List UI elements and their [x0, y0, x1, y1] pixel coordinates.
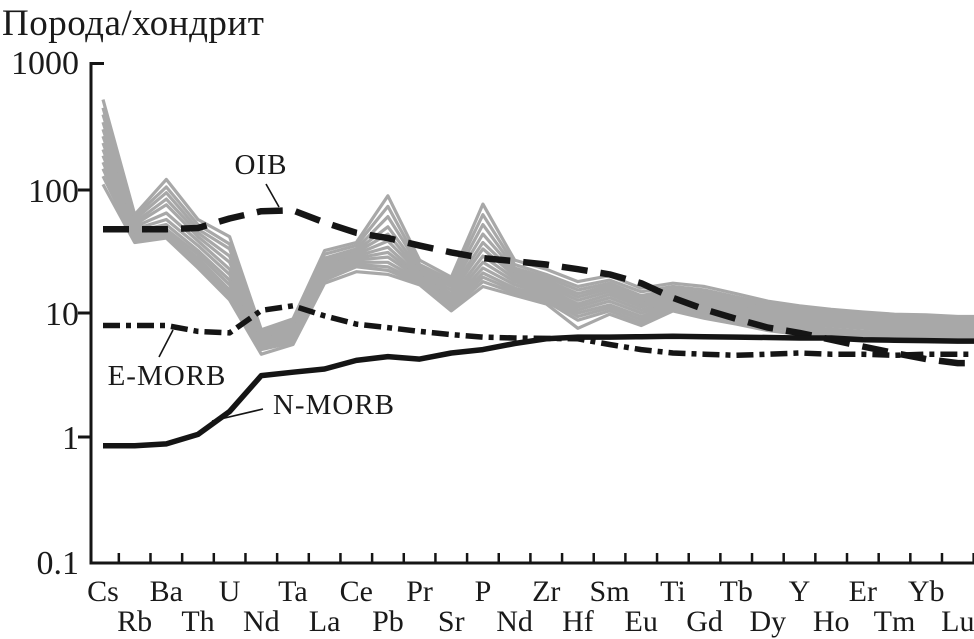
x-category-label: Hf [562, 605, 594, 638]
x-category-label: Cs [87, 575, 119, 608]
y-tick-label: 100 [28, 173, 79, 210]
y-tick-label: 1 [62, 420, 79, 457]
oib-line [103, 207, 974, 367]
n-morb-label: N-MORB [273, 389, 395, 421]
x-category-label: Nd [496, 605, 533, 638]
x-category-label: Dy [750, 605, 787, 638]
x-category-label: Sm [590, 575, 630, 608]
x-category-label: Er [849, 575, 877, 608]
x-category-label: La [309, 605, 341, 638]
oib-leader-line [265, 183, 280, 208]
x-category-label: Ta [278, 575, 308, 608]
y-tick-label: 0.1 [37, 545, 80, 582]
x-category-label: U [219, 575, 241, 608]
x-category-label: Zr [532, 575, 560, 608]
x-category-label: Ce [340, 575, 373, 608]
x-category-label: Gd [686, 605, 723, 638]
x-category-label: Eu [625, 605, 658, 638]
n-morb-line [103, 333, 974, 449]
sample-line [101, 175, 974, 352]
x-category-label: P [475, 575, 492, 608]
x-category-label: Nd [243, 605, 280, 638]
oib-label: OIB [235, 149, 288, 181]
axes [89, 62, 974, 565]
y-tick-label: 10 [45, 296, 79, 333]
e-morb-label: E-MORB [108, 360, 227, 392]
e-morb-leader-line [158, 329, 174, 358]
x-category-label: Ti [660, 575, 686, 608]
x-category-label: Pr [406, 575, 433, 608]
x-category-label: Sr [438, 605, 465, 638]
x-category-label: Y [789, 575, 811, 608]
x-category-label: Tb [720, 575, 753, 608]
x-category-label: Lu [941, 605, 974, 638]
y-tick-label: 1000 [11, 45, 79, 82]
x-category-label: Ho [813, 605, 850, 638]
x-category-label: Th [181, 605, 214, 638]
x-category-label: Yb [908, 575, 945, 608]
y-axis-title: Порода/хондрит [2, 3, 265, 44]
n-morb-leader-line [211, 408, 264, 422]
x-category-label: Ba [150, 575, 183, 608]
x-category-label: Pb [372, 605, 404, 638]
x-category-label: Tm [874, 605, 916, 638]
x-category-label: Rb [117, 605, 152, 638]
